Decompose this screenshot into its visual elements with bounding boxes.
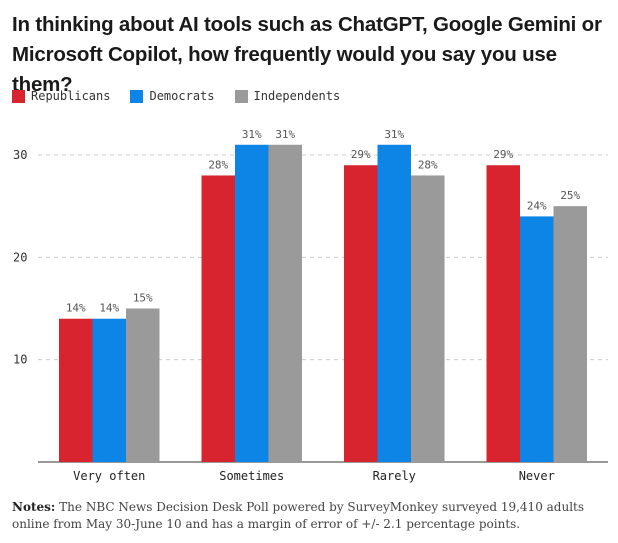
data-label: 28%: [418, 158, 438, 171]
bar: [377, 144, 411, 462]
y-tick-label: 10: [13, 353, 27, 367]
legend-item-republicans: Republicans: [12, 89, 110, 103]
legend-swatch-republicans: [12, 89, 25, 103]
bar: [235, 144, 269, 462]
data-label: 15%: [133, 292, 153, 305]
x-tick-label: Never: [519, 469, 555, 483]
bar: [59, 318, 93, 462]
chart-title: In thinking about AI tools such as ChatG…: [12, 13, 602, 96]
notes-label: Notes:: [12, 500, 56, 514]
bar: [520, 216, 554, 462]
data-label: 25%: [560, 189, 580, 202]
bar: [411, 175, 445, 462]
bar: [201, 175, 235, 462]
x-tick-label: Sometimes: [219, 469, 284, 483]
data-label: 31%: [275, 128, 295, 141]
data-label: 28%: [208, 158, 228, 171]
bar: [92, 318, 126, 462]
bar-chart: 10 20 30 14% 14% 15% Very often 28% 31% 31% Someti…: [13, 128, 608, 483]
data-label: 29%: [351, 148, 371, 161]
legend-swatch-independents: [234, 89, 248, 103]
y-tick-label: 30: [13, 148, 27, 162]
data-label: 14%: [66, 302, 86, 315]
data-label: 24%: [527, 199, 547, 212]
bar: [344, 165, 378, 462]
bar: [268, 144, 302, 462]
legend: Republicans Democrats Independents: [12, 87, 360, 105]
y-tick-label: 20: [13, 250, 27, 264]
legend-label-democrats: Democrats: [149, 89, 215, 103]
bar: [486, 165, 520, 462]
data-label: 31%: [242, 128, 262, 141]
legend-item-democrats: Democrats: [130, 89, 215, 103]
data-label: 31%: [384, 128, 404, 141]
notes-text: The NBC News Decision Desk Poll powered …: [12, 500, 585, 531]
legend-label-independents: Independents: [253, 89, 341, 103]
legend-item-independents: Independents: [234, 89, 341, 103]
data-label: 29%: [493, 148, 513, 161]
chart-notes: Notes: The NBC News Decision Desk Poll p…: [12, 499, 612, 533]
bar: [553, 206, 587, 462]
x-tick-label: Very often: [73, 469, 145, 483]
legend-swatch-democrats: [130, 89, 144, 103]
data-label: 14%: [99, 302, 119, 315]
legend-label-republicans: Republicans: [31, 89, 111, 103]
bar: [126, 308, 160, 462]
x-tick-label: Rarely: [373, 469, 416, 483]
